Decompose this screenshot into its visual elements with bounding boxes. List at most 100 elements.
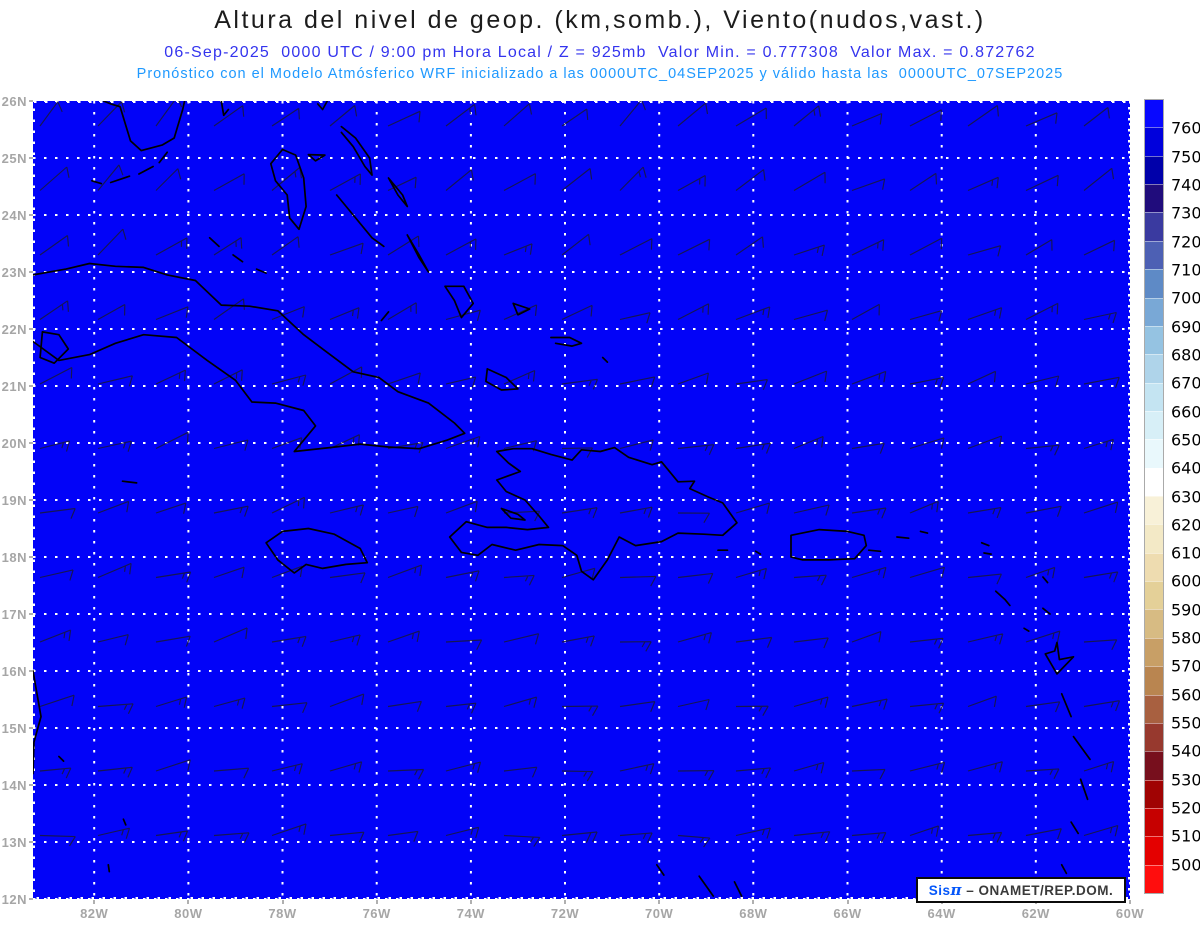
colorbar-tick-label: 670	[1171, 373, 1200, 393]
colorbar-segment	[1145, 836, 1163, 865]
pi-symbol: π	[950, 881, 962, 899]
lon-tick-label: 66W	[833, 906, 862, 921]
lat-tick-label: 18N	[0, 550, 33, 565]
subtitle-model-info: Pronóstico con el Modelo Atmósferico WRF…	[136, 66, 1064, 82]
colorbar-segment	[1145, 354, 1163, 383]
page-title: Altura del nivel de geop. (km,somb.), Vi…	[214, 6, 986, 34]
colorbar-tick-label: 650	[1171, 430, 1200, 450]
colorbar-tick-label: 560	[1171, 685, 1200, 705]
colorbar-tick-label: 660	[1171, 402, 1200, 422]
lat-tick-label: 15N	[0, 721, 33, 736]
lon-tick-mark	[1129, 900, 1131, 904]
attribution-brand: Sisπ	[928, 881, 962, 899]
lat-tick-label: 20N	[0, 436, 33, 451]
colorbar	[1144, 99, 1164, 894]
colorbar-tick-label: 710	[1171, 260, 1200, 280]
lon-tick-label: 78W	[268, 906, 297, 921]
colorbar-tick-label: 720	[1171, 232, 1200, 252]
colorbar-segment	[1145, 694, 1163, 723]
lat-tick-label: 25N	[0, 151, 33, 166]
lon-tick-label: 74W	[456, 906, 485, 921]
lat-tick-label: 17N	[0, 607, 33, 622]
colorbar-segment	[1145, 751, 1163, 780]
colorbar-tick-label: 600	[1171, 571, 1200, 591]
lon-tick-mark	[187, 900, 190, 904]
colorbar-tick-label: 530	[1171, 770, 1200, 790]
colorbar-segment	[1145, 240, 1163, 270]
colorbar-segment	[1145, 524, 1163, 553]
colorbar-segment	[1145, 807, 1163, 837]
colorbar-segment	[1145, 212, 1163, 241]
lon-tick-mark	[281, 900, 284, 904]
lat-tick-label: 14N	[0, 778, 33, 793]
lon-tick-mark	[846, 900, 849, 904]
colorbar-segment	[1145, 779, 1163, 808]
colorbar-tick-label: 550	[1171, 713, 1200, 733]
colorbar-tick-label: 510	[1171, 826, 1200, 846]
map-svg	[33, 101, 1130, 899]
colorbar-tick-label: 730	[1171, 203, 1200, 223]
colorbar-segment	[1145, 496, 1163, 525]
lon-tick-label: 80W	[174, 906, 203, 921]
colorbar-segment	[1145, 325, 1163, 355]
lon-tick-label: 64W	[927, 906, 956, 921]
lon-tick-label: 60W	[1115, 906, 1145, 921]
colorbar-segment	[1145, 184, 1163, 213]
colorbar-segment	[1145, 127, 1163, 156]
lon-tick-label: 68W	[739, 906, 768, 921]
lon-tick-mark	[564, 900, 567, 904]
lat-tick-label: 26N	[0, 94, 33, 109]
colorbar-tick-label: 500	[1171, 855, 1200, 875]
colorbar-segment	[1145, 467, 1163, 497]
lon-tick-mark	[93, 900, 96, 904]
colorbar-segment	[1145, 609, 1163, 638]
map-canvas	[33, 101, 1130, 899]
lat-tick-label: 22N	[0, 322, 33, 337]
colorbar-tick-label: 680	[1171, 345, 1200, 365]
lon-tick-label: 62W	[1021, 906, 1050, 921]
subtitle-valid-time: 06-Sep-2025 0000 UTC / 9:00 pm Hora Loca…	[164, 44, 1036, 61]
lon-tick-label: 82W	[80, 906, 109, 921]
lon-tick-mark	[658, 900, 661, 904]
lon-tick-mark	[469, 900, 472, 904]
attribution-org: – ONAMET/REP.DOM.	[961, 882, 1114, 898]
colorbar-segment	[1145, 100, 1163, 128]
lon-tick-label: 70W	[645, 906, 674, 921]
colorbar-tick-label: 520	[1171, 798, 1200, 818]
colorbar-tick-label: 570	[1171, 656, 1200, 676]
lat-tick-label: 13N	[0, 835, 33, 850]
attribution-box: Sisπ – ONAMET/REP.DOM.	[916, 877, 1126, 903]
colorbar-segment	[1145, 581, 1163, 610]
lat-tick-label: 12N	[0, 892, 33, 907]
colorbar-segment	[1145, 637, 1163, 667]
lon-tick-mark	[752, 900, 755, 904]
colorbar-segment	[1145, 439, 1163, 468]
colorbar-segment	[1145, 722, 1163, 752]
lat-tick-label: 19N	[0, 493, 33, 508]
colorbar-tick-label: 640	[1171, 458, 1200, 478]
lat-tick-label: 16N	[0, 664, 33, 679]
colorbar-segment	[1145, 864, 1163, 894]
colorbar-tick-label: 610	[1171, 543, 1200, 563]
colorbar-tick-label: 540	[1171, 741, 1200, 761]
colorbar-tick-label: 690	[1171, 317, 1200, 337]
colorbar-segment	[1145, 382, 1163, 411]
colorbar-tick-label: 620	[1171, 515, 1200, 535]
colorbar-segment	[1145, 410, 1163, 440]
colorbar-segment	[1145, 297, 1163, 326]
colorbar-tick-label: 590	[1171, 600, 1200, 620]
colorbar-tick-label: 630	[1171, 487, 1200, 506]
colorbar-tick-label: 700	[1171, 288, 1200, 308]
lat-tick-label: 21N	[0, 379, 33, 394]
colorbar-segment	[1145, 552, 1163, 582]
colorbar-segment	[1145, 269, 1163, 298]
lon-tick-mark	[375, 900, 378, 904]
colorbar-segment	[1145, 155, 1163, 185]
colorbar-tick-label: 750	[1171, 147, 1200, 167]
colorbar-tick-label: 760	[1171, 118, 1200, 138]
colorbar-segment	[1145, 666, 1163, 695]
lat-tick-label: 24N	[0, 208, 33, 223]
lat-tick-label: 23N	[0, 265, 33, 280]
colorbar-tick-label: 740	[1171, 175, 1200, 195]
